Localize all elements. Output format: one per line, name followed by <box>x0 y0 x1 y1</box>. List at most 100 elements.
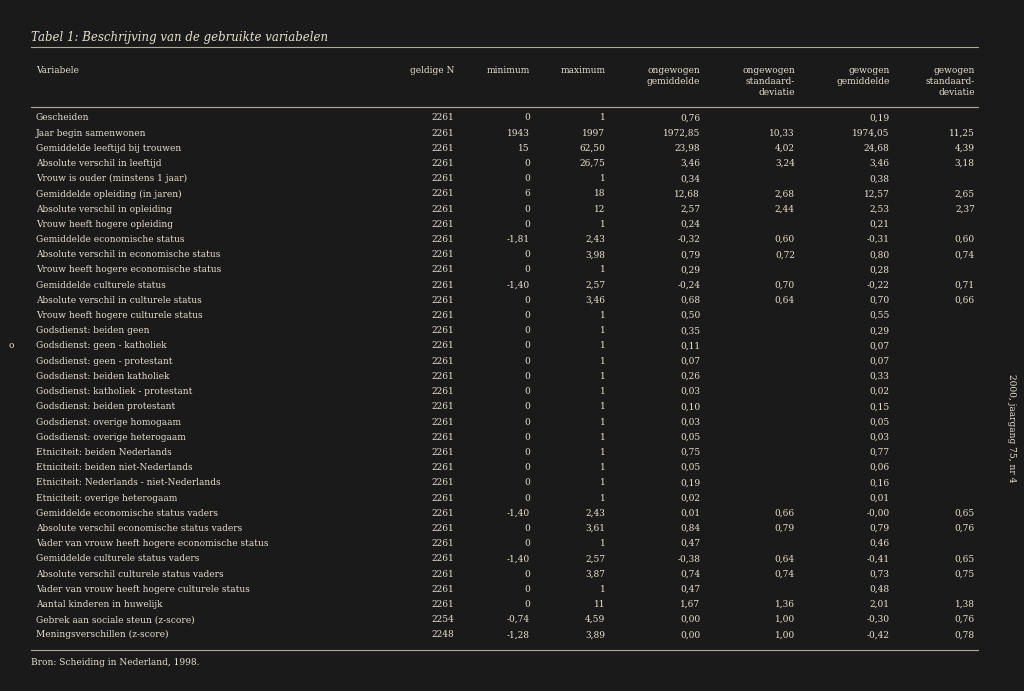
Text: 2261: 2261 <box>431 129 454 138</box>
Text: 2,68: 2,68 <box>775 189 795 198</box>
Text: 0: 0 <box>524 113 529 122</box>
Text: Gemiddelde culturele status: Gemiddelde culturele status <box>36 281 166 290</box>
Text: 3,46: 3,46 <box>869 159 890 168</box>
Text: 2261: 2261 <box>431 478 454 487</box>
Text: 1: 1 <box>600 311 605 320</box>
Text: 2,57: 2,57 <box>586 554 605 563</box>
Text: 0,79: 0,79 <box>775 524 795 533</box>
Text: Gebrek aan sociale steun (z-score): Gebrek aan sociale steun (z-score) <box>36 615 195 624</box>
Text: -0,24: -0,24 <box>677 281 700 290</box>
Text: 0: 0 <box>524 402 529 411</box>
Text: Tabel 1: Beschrijving van de gebruikte variabelen: Tabel 1: Beschrijving van de gebruikte v… <box>31 31 328 44</box>
Text: 2248: 2248 <box>431 630 454 639</box>
Text: 0: 0 <box>524 174 529 183</box>
Text: -1,28: -1,28 <box>507 630 529 639</box>
Text: Gemiddelde leeftijd bij trouwen: Gemiddelde leeftijd bij trouwen <box>36 144 181 153</box>
Text: 0,75: 0,75 <box>680 448 700 457</box>
Text: Godsdienst: geen - katholiek: Godsdienst: geen - katholiek <box>36 341 167 350</box>
Text: 4,02: 4,02 <box>775 144 795 153</box>
Text: 23,98: 23,98 <box>675 144 700 153</box>
Text: 0,65: 0,65 <box>954 554 975 563</box>
Text: 0,74: 0,74 <box>775 569 795 578</box>
Text: 2,53: 2,53 <box>869 205 890 214</box>
Text: 0,01: 0,01 <box>869 493 890 502</box>
Text: 0: 0 <box>524 296 529 305</box>
Text: 2261: 2261 <box>431 281 454 290</box>
Text: Etniciteit: beiden niet-Nederlands: Etniciteit: beiden niet-Nederlands <box>36 463 193 472</box>
Text: Gemiddelde culturele status vaders: Gemiddelde culturele status vaders <box>36 554 200 563</box>
Text: Meningsverschillen (z-score): Meningsverschillen (z-score) <box>36 630 168 639</box>
Text: 0,38: 0,38 <box>869 174 890 183</box>
Text: 3,46: 3,46 <box>586 296 605 305</box>
Text: 0,73: 0,73 <box>869 569 890 578</box>
Text: 0,26: 0,26 <box>680 372 700 381</box>
Text: 2,44: 2,44 <box>775 205 795 214</box>
Text: 4,39: 4,39 <box>954 144 975 153</box>
Text: 2261: 2261 <box>431 463 454 472</box>
Text: Variabele: Variabele <box>36 66 79 75</box>
Text: 0: 0 <box>524 205 529 214</box>
Text: 0: 0 <box>524 250 529 259</box>
Text: 0,29: 0,29 <box>680 265 700 274</box>
Text: 1: 1 <box>600 417 605 426</box>
Text: 1: 1 <box>600 113 605 122</box>
Text: 0,76: 0,76 <box>680 113 700 122</box>
Text: 0,55: 0,55 <box>869 311 890 320</box>
Text: -0,41: -0,41 <box>866 554 890 563</box>
Text: 1: 1 <box>600 372 605 381</box>
Text: 2261: 2261 <box>431 600 454 609</box>
Text: geldige N: geldige N <box>410 66 454 75</box>
Text: 0,76: 0,76 <box>954 615 975 624</box>
Text: 2261: 2261 <box>431 509 454 518</box>
Text: 0,21: 0,21 <box>869 220 890 229</box>
Text: 0,65: 0,65 <box>954 509 975 518</box>
Text: 0,28: 0,28 <box>869 265 890 274</box>
Text: 1: 1 <box>600 433 605 442</box>
Text: 0: 0 <box>524 220 529 229</box>
Text: gewogen
gemiddelde: gewogen gemiddelde <box>837 66 890 86</box>
Text: 0,80: 0,80 <box>869 250 890 259</box>
Text: -0,22: -0,22 <box>866 281 890 290</box>
Text: 1: 1 <box>600 220 605 229</box>
Text: 0,16: 0,16 <box>869 478 890 487</box>
Text: Absolute verschil economische status vaders: Absolute verschil economische status vad… <box>36 524 242 533</box>
Text: 0,11: 0,11 <box>680 341 700 350</box>
Text: -0,32: -0,32 <box>677 235 700 244</box>
Text: Gemiddelde opleiding (in jaren): Gemiddelde opleiding (in jaren) <box>36 189 181 198</box>
Text: Absolute verschil in culturele status: Absolute verschil in culturele status <box>36 296 202 305</box>
Text: -1,81: -1,81 <box>507 235 529 244</box>
Text: 2261: 2261 <box>431 539 454 548</box>
Text: 0,29: 0,29 <box>869 326 890 335</box>
Text: 1: 1 <box>600 448 605 457</box>
Text: 1: 1 <box>600 326 605 335</box>
Text: 0,74: 0,74 <box>680 569 700 578</box>
Text: 0,75: 0,75 <box>954 569 975 578</box>
Text: 1,00: 1,00 <box>775 615 795 624</box>
Text: 3,24: 3,24 <box>775 159 795 168</box>
Text: 0,19: 0,19 <box>869 113 890 122</box>
Text: 1: 1 <box>600 493 605 502</box>
Text: 0,48: 0,48 <box>869 585 890 594</box>
Text: 2261: 2261 <box>431 144 454 153</box>
Text: -0,30: -0,30 <box>866 615 890 624</box>
Text: 0,71: 0,71 <box>954 281 975 290</box>
Text: 0,50: 0,50 <box>680 311 700 320</box>
Text: Gemiddelde economische status: Gemiddelde economische status <box>36 235 184 244</box>
Text: minimum: minimum <box>486 66 529 75</box>
Text: 0: 0 <box>524 524 529 533</box>
Text: 0,02: 0,02 <box>680 493 700 502</box>
Text: Vrouw is ouder (minstens 1 jaar): Vrouw is ouder (minstens 1 jaar) <box>36 174 187 183</box>
Text: 0,33: 0,33 <box>869 372 890 381</box>
Text: 2261: 2261 <box>431 174 454 183</box>
Text: Godsdienst: katholiek - protestant: Godsdienst: katholiek - protestant <box>36 387 193 396</box>
Text: 0,10: 0,10 <box>680 402 700 411</box>
Text: 0: 0 <box>524 417 529 426</box>
Text: 0,03: 0,03 <box>680 417 700 426</box>
Text: Godsdienst: beiden protestant: Godsdienst: beiden protestant <box>36 402 175 411</box>
Text: 1: 1 <box>600 478 605 487</box>
Text: 0: 0 <box>524 159 529 168</box>
Text: 0: 0 <box>524 311 529 320</box>
Text: 2261: 2261 <box>431 357 454 366</box>
Text: 2261: 2261 <box>431 493 454 502</box>
Text: 0,77: 0,77 <box>869 448 890 457</box>
